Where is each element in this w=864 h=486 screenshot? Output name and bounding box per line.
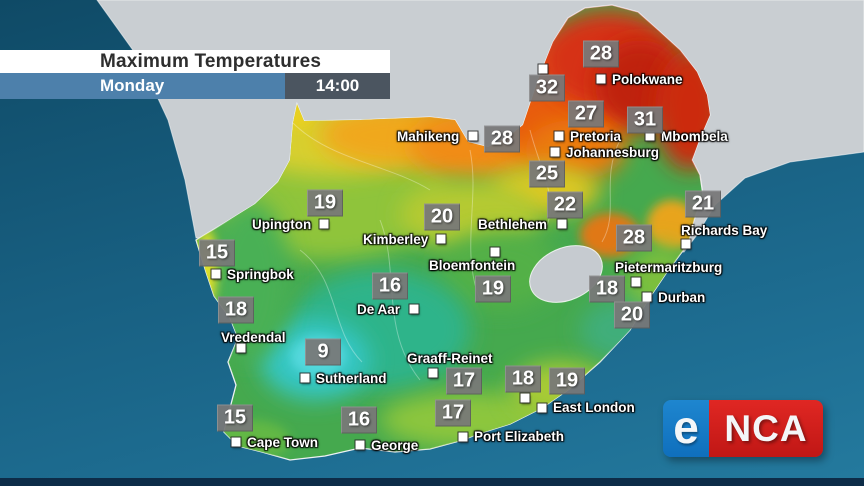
city-marker-graaff-reinet	[428, 368, 438, 378]
temperature-badge: 20	[614, 301, 650, 329]
temperature-badge: 21	[685, 190, 721, 218]
city-label-kimberley: Kimberley	[363, 232, 429, 247]
temperature-badge: 9	[305, 338, 341, 366]
enca-logo-nca: NCA	[724, 408, 808, 449]
temperature-badge: 22	[547, 191, 583, 219]
city-marker	[520, 393, 530, 403]
city-label-richards-bay: Richards Bay	[681, 223, 768, 238]
temperature-badge: 17	[435, 399, 471, 427]
city-label-johannesburg: Johannesburg	[566, 145, 660, 160]
city-label-upington: Upington	[252, 217, 312, 232]
temperature-badge: 18	[589, 275, 625, 303]
city-marker-polokwane	[596, 74, 606, 84]
bottom-bar	[0, 478, 864, 486]
temperature-badge: 18	[218, 296, 254, 324]
enca-logo-e: e	[673, 400, 699, 453]
temperature-badge: 20	[424, 203, 460, 231]
city-label-pretoria: Pretoria	[570, 129, 622, 144]
temperature-badge: 25	[529, 160, 565, 188]
city-marker-mbombela	[645, 131, 655, 141]
city-label-mbombela: Mbombela	[661, 129, 728, 144]
temperature-badge: 31	[627, 106, 663, 134]
city-marker-cape-town	[231, 437, 241, 447]
city-marker-vredendal	[236, 343, 246, 353]
city-label-bethlehem: Bethlehem	[478, 217, 548, 232]
city-marker-sutherland	[300, 373, 310, 383]
city-marker-bloemfontein	[490, 247, 500, 257]
enca-logo-red-block: NCA	[709, 400, 823, 457]
temperature-badge: 28	[616, 224, 652, 252]
time-box: 14:00	[285, 73, 390, 99]
city-marker-port-elizabeth	[458, 432, 468, 442]
temperature-badge: 18	[505, 365, 541, 393]
enca-logo-blue-block: e	[663, 400, 709, 457]
city-marker-george	[355, 440, 365, 450]
temperature-badge: 32	[529, 74, 565, 102]
city-label-sutherland: Sutherland	[316, 371, 387, 386]
city-marker-upington	[319, 219, 329, 229]
city-label-de-aar: De Aar	[357, 302, 401, 317]
city-marker-pietermaritzburg	[631, 277, 641, 287]
time-label: 14:00	[315, 76, 360, 95]
city-marker-durban	[642, 292, 652, 302]
city-marker-richards-bay	[681, 239, 691, 249]
temperature-badge: 15	[199, 239, 235, 267]
temperature-badge: 28	[484, 125, 520, 153]
city-label-springbok: Springbok	[227, 267, 294, 282]
temperature-badge: 28	[583, 40, 619, 68]
enca-logo: e NCA	[663, 400, 823, 457]
city-marker-mahikeng	[468, 131, 478, 141]
temperature-badge: 19	[475, 275, 511, 303]
temperature-badge: 19	[549, 367, 585, 395]
city-label-east-london: East London	[553, 400, 635, 415]
city-marker-johannesburg	[550, 147, 560, 157]
city-label-mahikeng: Mahikeng	[397, 129, 460, 144]
city-label-port-elizabeth: Port Elizabeth	[474, 429, 565, 444]
city-label-graaff-reinet: Graaff-Reinet	[407, 351, 493, 366]
city-marker-east-london	[537, 403, 547, 413]
city-marker-kimberley	[436, 234, 446, 244]
temperature-badge: 16	[372, 272, 408, 300]
city-label-polokwane: Polokwane	[612, 72, 683, 87]
temperature-badge: 17	[446, 367, 482, 395]
lesotho-region	[529, 245, 603, 303]
city-label-pietermaritzburg: Pietermaritzburg	[615, 260, 723, 275]
page-title: Maximum Temperatures	[100, 50, 322, 72]
city-label-bloemfontein: Bloemfontein	[429, 258, 516, 273]
city-marker-bethlehem	[557, 219, 567, 229]
city-marker-de-aar	[409, 304, 419, 314]
day-bar: Monday	[0, 73, 285, 99]
city-label-george: George	[371, 438, 419, 453]
city-label-durban: Durban	[658, 290, 706, 305]
city-label-cape-town: Cape Town	[247, 435, 319, 450]
temperature-badge: 15	[217, 404, 253, 432]
day-label: Monday	[100, 76, 165, 95]
city-marker-springbok	[211, 269, 221, 279]
temperature-badge: 16	[341, 406, 377, 434]
city-marker	[538, 64, 548, 74]
province-borders	[292, 122, 621, 381]
city-marker-pretoria	[554, 131, 564, 141]
title-bar: Maximum Temperatures	[0, 50, 390, 73]
temperature-badge: 27	[568, 100, 604, 128]
temperature-badge: 19	[307, 189, 343, 217]
city-label-vredendal: Vredendal	[221, 330, 286, 345]
